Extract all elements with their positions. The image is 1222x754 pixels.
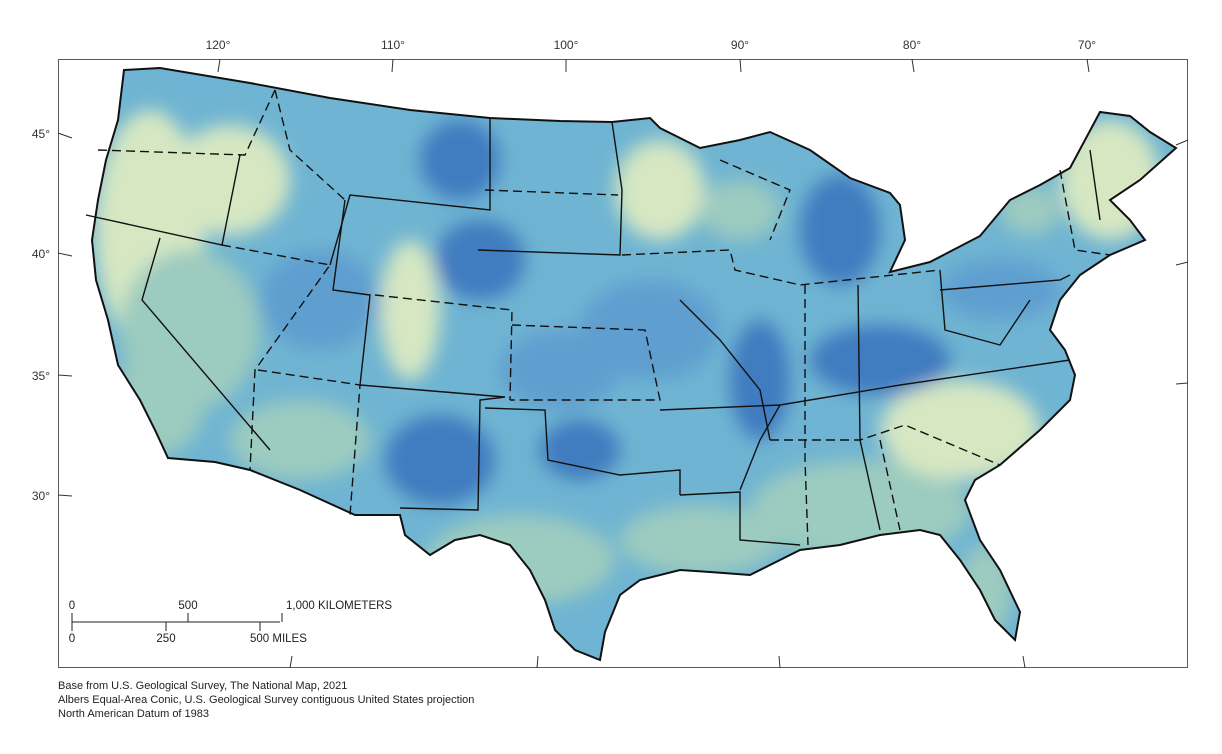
lat-tick [57, 374, 73, 377]
state-border [510, 324, 661, 401]
us-outline [90, 66, 1178, 662]
heat-zone [1000, 185, 1060, 235]
state-border [804, 285, 809, 546]
heat-zone [420, 120, 500, 200]
state-borders [85, 89, 1111, 546]
latitude-label: 30° [32, 489, 50, 503]
latitude-label: 35° [32, 369, 50, 383]
state-border [939, 274, 1071, 291]
scale-mile-label: 500 MILES [250, 633, 307, 645]
state-border [274, 89, 346, 201]
heat-zone [170, 125, 290, 235]
lon-tick [536, 655, 539, 669]
state-border [1089, 149, 1101, 221]
state-border [679, 299, 771, 441]
state-border [97, 89, 276, 156]
longitude-label: 90° [731, 38, 749, 52]
state-border [719, 159, 791, 241]
state-border [359, 384, 506, 511]
state-border [659, 359, 1071, 411]
scale-km-label: 1,000 KILOMETERS [286, 600, 392, 612]
state-border [329, 118, 491, 266]
latitude-label: 40° [32, 247, 50, 261]
state-border [477, 121, 623, 256]
lat-tick [1175, 382, 1189, 385]
heat-map-layer [92, 68, 1176, 660]
longitude-label: 80° [903, 38, 921, 52]
credit-line: North American Datum of 1983 [58, 708, 210, 720]
lat-tick [57, 252, 73, 257]
lat-tick [57, 494, 73, 497]
heat-zone [435, 220, 525, 300]
state-border [1059, 169, 1111, 256]
heat-zone [810, 325, 950, 395]
heat-zone [540, 420, 620, 480]
lat-tick [57, 132, 73, 139]
heat-zone [425, 515, 615, 605]
lon-tick [1086, 58, 1090, 73]
lon-tick [289, 655, 293, 669]
heat-zone [380, 240, 440, 380]
state-border [739, 404, 781, 491]
lat-tick [1175, 139, 1189, 146]
state-border [939, 269, 1031, 346]
state-border [484, 189, 619, 196]
heat-zone [880, 380, 1040, 480]
heat-zone [615, 140, 705, 240]
heat-zone [800, 175, 880, 285]
latitude-label: 45° [32, 127, 50, 141]
scale-km-label: 0 [69, 600, 75, 612]
state-border [770, 424, 1001, 466]
longitude-label: 110° [381, 38, 405, 52]
heat-zone [940, 260, 1060, 320]
state-border [141, 237, 271, 451]
state-border [879, 439, 901, 531]
graticule-ticks [57, 58, 1189, 669]
map-credits: Base from U.S. Geological Survey, The Na… [58, 679, 474, 721]
lon-tick [739, 58, 742, 73]
lon-tick [217, 58, 221, 73]
heat-zone [385, 415, 495, 505]
heat-zone [730, 320, 790, 440]
credit-line: Albers Equal-Area Conic, U.S. Geological… [58, 694, 475, 706]
state-border [621, 249, 941, 286]
lon-tick [1022, 655, 1026, 669]
longitude-label: 70° [1078, 38, 1096, 52]
heat-zone [1060, 120, 1160, 240]
lon-tick [911, 58, 915, 73]
scale-mile-label: 250 [156, 633, 175, 645]
heat-zone [957, 545, 1013, 635]
state-border [221, 244, 332, 471]
state-border [484, 407, 681, 495]
state-border [332, 199, 371, 386]
longitude-label: 100° [554, 38, 579, 52]
scale-bar [71, 613, 283, 631]
credit-line: Base from U.S. Geological Survey, The Na… [58, 680, 348, 692]
lat-tick [1175, 261, 1189, 266]
heat-zone [700, 180, 780, 240]
heat-zone [230, 400, 370, 480]
heat-zone [500, 330, 620, 410]
lon-tick [778, 655, 781, 669]
lon-tick [391, 58, 394, 73]
longitude-label: 120° [206, 38, 231, 52]
heat-zone [260, 250, 380, 350]
state-border [679, 491, 801, 546]
scale-km-label: 500 [178, 600, 197, 612]
state-border [374, 294, 513, 401]
scale-mile-label: 0 [69, 633, 75, 645]
